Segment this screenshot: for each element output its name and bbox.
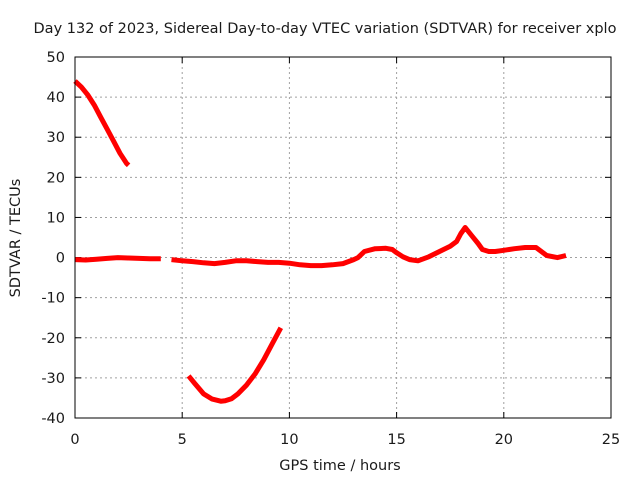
- y-tick-label: 20: [47, 170, 65, 186]
- series-line-main-2: [171, 225, 567, 269]
- x-tick-label: 25: [602, 432, 620, 448]
- y-tick-label: 30: [47, 130, 65, 146]
- x-axis-label: GPS time / hours: [279, 458, 400, 474]
- x-tick-label: 20: [495, 432, 513, 448]
- x-tick-label: 15: [387, 432, 405, 448]
- data-series: [73, 79, 567, 404]
- y-axis-label: SDTVAR / TECUs: [8, 179, 24, 298]
- x-tick-label: 10: [280, 432, 298, 448]
- series-line-arc-low: [186, 326, 284, 404]
- y-tick-label: -40: [41, 411, 65, 427]
- x-tick-label: 0: [70, 432, 79, 448]
- chart-title: Day 132 of 2023, Sidereal Day-to-day VTE…: [34, 21, 617, 37]
- series-line-arc-high: [73, 79, 131, 168]
- y-tick-label: 50: [47, 50, 65, 66]
- y-tick-label: -30: [41, 371, 65, 387]
- grid-lines: [75, 57, 611, 418]
- y-tick-label: 40: [47, 90, 65, 106]
- y-tick-label: 10: [47, 210, 65, 226]
- y-tick-label: -10: [41, 291, 65, 307]
- series-line-main-1: [74, 255, 161, 263]
- y-tick-label: -20: [41, 331, 65, 347]
- y-tick-label: 0: [56, 251, 65, 267]
- x-tick-label: 5: [178, 432, 187, 448]
- plot-frame: [74, 56, 612, 419]
